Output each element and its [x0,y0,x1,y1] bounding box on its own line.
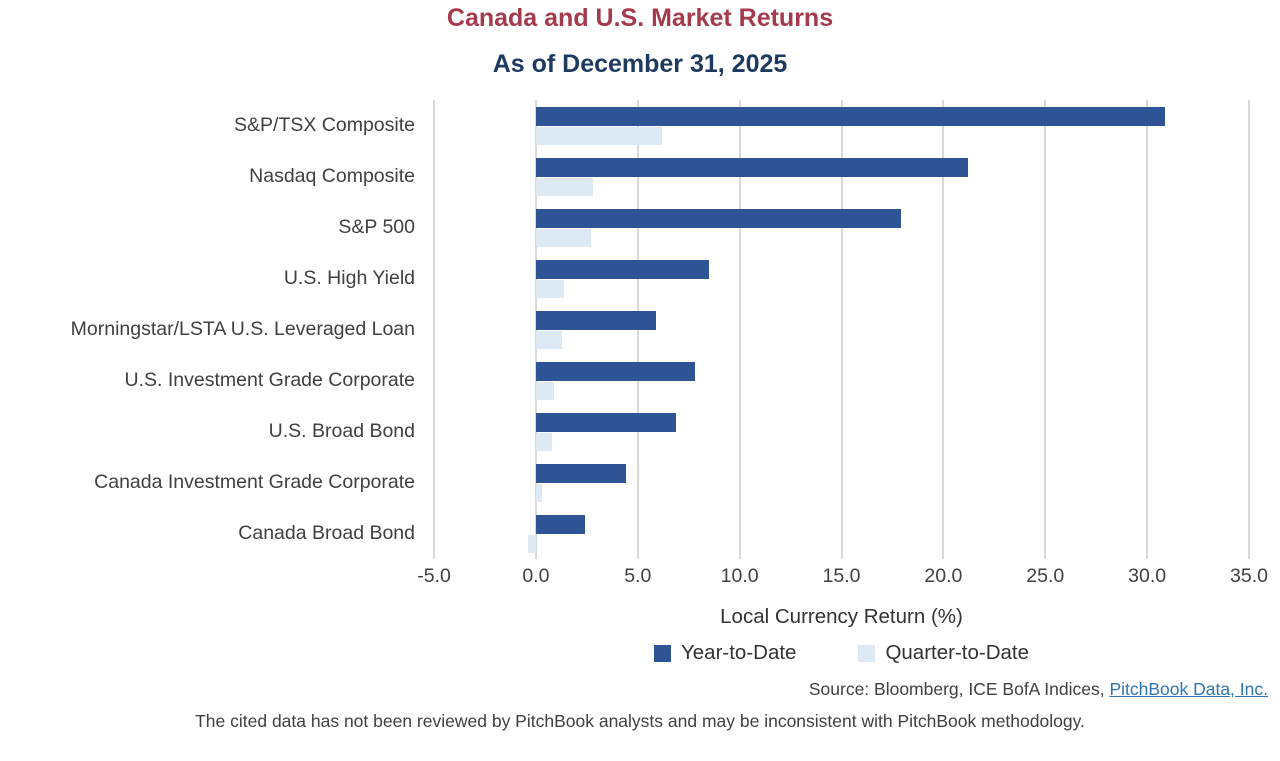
x-tick-label: -5.0 [417,565,451,587]
chart-row: U.S. Broad Bond [0,406,1280,457]
category-label: U.S. High Yield [283,267,415,289]
year-to-date-bar [535,158,968,177]
disclaimer-text: The cited data has not been reviewed by … [195,711,1085,731]
year-to-date-bar [535,107,1166,126]
x-axis-title: Local Currency Return (%) [720,605,963,628]
quarter-to-date-bar [535,433,553,451]
x-tick-label: 30.0 [1128,565,1167,587]
gridline [1248,100,1250,559]
category-label: U.S. Broad Bond [268,420,415,442]
quarter-to-date-bar [527,535,536,553]
x-tick-label: 0.0 [522,565,550,587]
quarter-to-date-bar [535,331,563,349]
source-link[interactable]: PitchBook Data, Inc. [1109,679,1268,699]
year-to-date-bar [535,515,585,534]
quarter-to-date-swatch-icon [858,644,876,662]
bars-cell [434,406,1249,457]
chart-subtitle: As of December 31, 2025 [492,50,788,78]
quarter-to-date-bar [535,382,555,400]
category-label: Nasdaq Composite [249,165,415,187]
bars-cell [434,355,1249,406]
legend-label: Year-to-Date [680,641,797,664]
quarter-to-date-bar [535,178,593,196]
quarter-to-date-bar [535,229,591,247]
bars-cell [434,508,1249,559]
bars-cell [434,202,1249,253]
chart-row: Nasdaq Composite [0,151,1280,202]
x-tick-label: 5.0 [624,565,652,587]
chart-row: S&P 500 [0,202,1280,253]
x-axis-ticks: -5.0 0.0 5.0 10.0 15.0 20.0 25.0 30.0 35.0 [0,565,1280,603]
gridline [1146,100,1149,559]
year-to-date-bar [535,311,657,330]
category-label: Canada Investment Grade Corporate [94,471,415,493]
gridline [433,100,435,559]
quarter-to-date-bar [535,280,565,298]
category-label: Canada Broad Bond [238,522,415,544]
category-label: U.S. Investment Grade Corporate [124,369,415,391]
chart-row: U.S. Investment Grade Corporate [0,355,1280,406]
bars-cell [434,151,1249,202]
year-to-date-bar [535,209,901,228]
bars-cell [434,253,1249,304]
gridline [1044,100,1047,559]
quarter-to-date-bar [535,484,542,502]
category-label: S&P/TSX Composite [234,114,415,136]
gridline [942,100,945,559]
chart-row: U.S. High Yield [0,253,1280,304]
legend-label: Quarter-to-Date [885,641,1030,664]
chart-title: Canada and U.S. Market Returns [446,4,834,32]
chart-row: S&P/TSX Composite [0,100,1280,151]
gridline [840,100,843,559]
legend-item-year-to-date: Year-to-Date [653,641,797,665]
chart-legend: Year-to-Date Quarter-to-Date [434,641,1249,665]
x-tick-label: 20.0 [924,565,963,587]
chart-row: Morningstar/LSTA U.S. Leveraged Loan [0,304,1280,355]
chart-rows: S&P/TSX Composite Nasdaq Composite S&P 500… [0,100,1280,559]
chart-row: Canada Investment Grade Corporate [0,457,1280,508]
bars-cell [434,304,1249,355]
chart-row: Canada Broad Bond [0,508,1280,559]
year-to-date-bar [535,464,626,483]
x-tick-label: 10.0 [720,565,759,587]
category-label: S&P 500 [338,216,415,238]
quarter-to-date-bar [535,127,663,145]
source-prefix: Source: Bloomberg, ICE BofA Indices, [808,679,1110,699]
year-to-date-bar [535,362,695,381]
bar-chart: S&P/TSX Composite Nasdaq Composite S&P 500… [0,100,1280,665]
bars-cell [434,100,1249,151]
x-tick-label: 25.0 [1026,565,1065,587]
source-text: Source: Bloomberg, ICE BofA Indices, Pit… [0,679,1280,700]
year-to-date-bar [535,413,677,432]
bars-cell [434,457,1249,508]
category-label: Morningstar/LSTA U.S. Leveraged Loan [70,318,415,340]
year-to-date-bar [535,260,710,279]
legend-item-quarter-to-date: Quarter-to-Date [858,641,1029,665]
gridline [738,100,741,559]
year-to-date-swatch-icon [653,644,671,662]
x-tick-label: 35.0 [1230,565,1268,587]
x-tick-label: 15.0 [822,565,861,587]
